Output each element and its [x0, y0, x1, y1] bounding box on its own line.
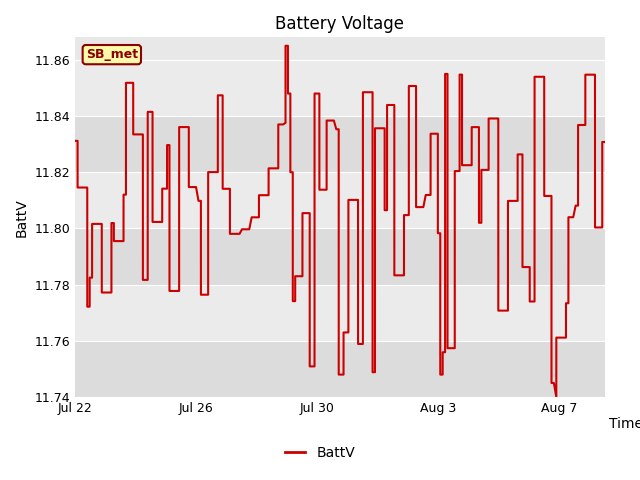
Bar: [75, 116, 605, 172]
Bar: [75, 285, 605, 341]
Text: SB_met: SB_met: [86, 48, 138, 61]
Title: Battery Voltage: Battery Voltage: [275, 15, 404, 33]
Bar: [75, 172, 605, 228]
Bar: [75, 60, 605, 116]
X-axis label: Time: Time: [609, 417, 640, 431]
Bar: [75, 228, 605, 285]
Legend: BattV: BattV: [279, 441, 361, 466]
Y-axis label: BattV: BattV: [15, 198, 29, 237]
Bar: [75, 341, 605, 397]
